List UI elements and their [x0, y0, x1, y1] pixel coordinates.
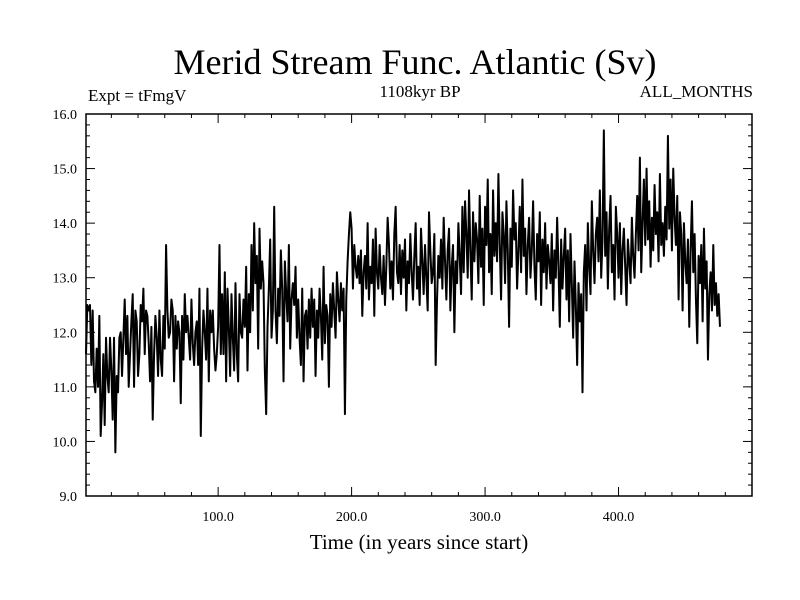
- x-tick-label: 100.0: [202, 510, 234, 525]
- y-tick-label: 15.0: [53, 163, 78, 178]
- y-tick-label: 13.0: [53, 272, 78, 287]
- data-series-line: [85, 129, 721, 454]
- y-tick-label: 11.0: [53, 381, 77, 396]
- y-tick-label: 12.0: [53, 326, 78, 341]
- months-label: ALL_MONTHS: [640, 82, 753, 101]
- x-tick-label: 300.0: [469, 510, 501, 525]
- y-axis: 9.0 10.0 11.0 12.0 13.0 14.0 15.0 16.0: [53, 108, 752, 505]
- x-axis-label: Time (in years since start): [310, 530, 529, 554]
- plot-frame: [85, 113, 753, 497]
- chart-title: Merid Stream Func. Atlantic (Sv): [174, 42, 657, 82]
- x-axis: 100.0 200.0 300.0 400.0: [110, 114, 726, 525]
- experiment-label: Expt = tFmgV: [88, 86, 187, 105]
- y-tick-label: 9.0: [60, 490, 78, 505]
- y-tick-label: 10.0: [53, 435, 78, 450]
- x-tick-label: 400.0: [603, 510, 635, 525]
- period-label: 1108kyr BP: [379, 82, 460, 101]
- x-tick-label: 200.0: [336, 510, 368, 525]
- y-tick-label: 16.0: [53, 108, 78, 123]
- y-tick-label: 14.0: [53, 217, 78, 232]
